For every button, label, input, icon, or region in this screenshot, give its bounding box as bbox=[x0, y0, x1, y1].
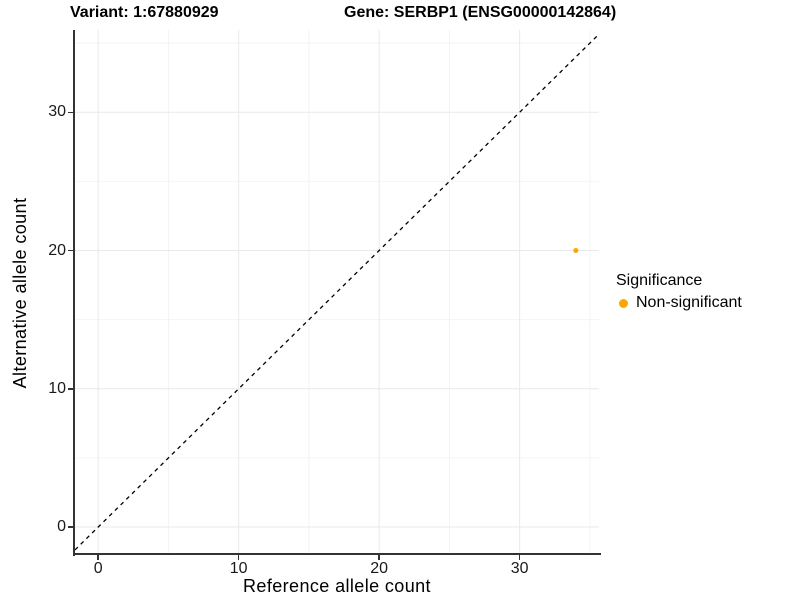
legend-entry: Non-significant bbox=[616, 293, 742, 313]
y-tick-mark bbox=[68, 388, 73, 390]
scatter-plot-canvas bbox=[75, 30, 599, 554]
x-axis-title: Reference allele count bbox=[243, 576, 431, 596]
gene-title: Gene: SERBP1 (ENSG00000142864) bbox=[344, 4, 617, 21]
plot-panel bbox=[75, 30, 599, 554]
y-tick-mark bbox=[68, 249, 73, 252]
x-tick-mark bbox=[378, 555, 380, 560]
y-tick-mark bbox=[68, 526, 73, 528]
y-tick-label: 20 bbox=[48, 241, 66, 259]
legend-key-dot-icon bbox=[619, 298, 628, 308]
x-tick-label: 30 bbox=[510, 560, 529, 577]
x-tick-mark bbox=[97, 555, 99, 560]
legend-entries: Non-significant bbox=[616, 293, 742, 313]
data-point-non-significant bbox=[573, 248, 579, 254]
y-tick-label: 10 bbox=[48, 379, 66, 397]
x-tick-mark bbox=[518, 555, 521, 560]
y-tick-label: 30 bbox=[48, 103, 66, 121]
x-tick-label: 10 bbox=[229, 560, 248, 577]
legend: Significance Non-significant bbox=[616, 271, 742, 313]
x-axis-line bbox=[73, 553, 601, 555]
x-tick-label: 0 bbox=[93, 560, 103, 577]
legend-title: Significance bbox=[616, 272, 703, 289]
x-tick-mark bbox=[237, 555, 240, 560]
y-tick-mark bbox=[68, 111, 73, 113]
x-tick-label: 20 bbox=[370, 560, 389, 577]
y-axis-title: Alternative allele count bbox=[10, 197, 30, 389]
legend-entry-label: Non-significant bbox=[636, 294, 742, 311]
variant-title: Variant: 1:67880929 bbox=[70, 4, 219, 21]
y-tick-label: 0 bbox=[57, 518, 66, 536]
y-axis-line bbox=[73, 30, 75, 556]
identity-reference-line bbox=[75, 33, 599, 551]
